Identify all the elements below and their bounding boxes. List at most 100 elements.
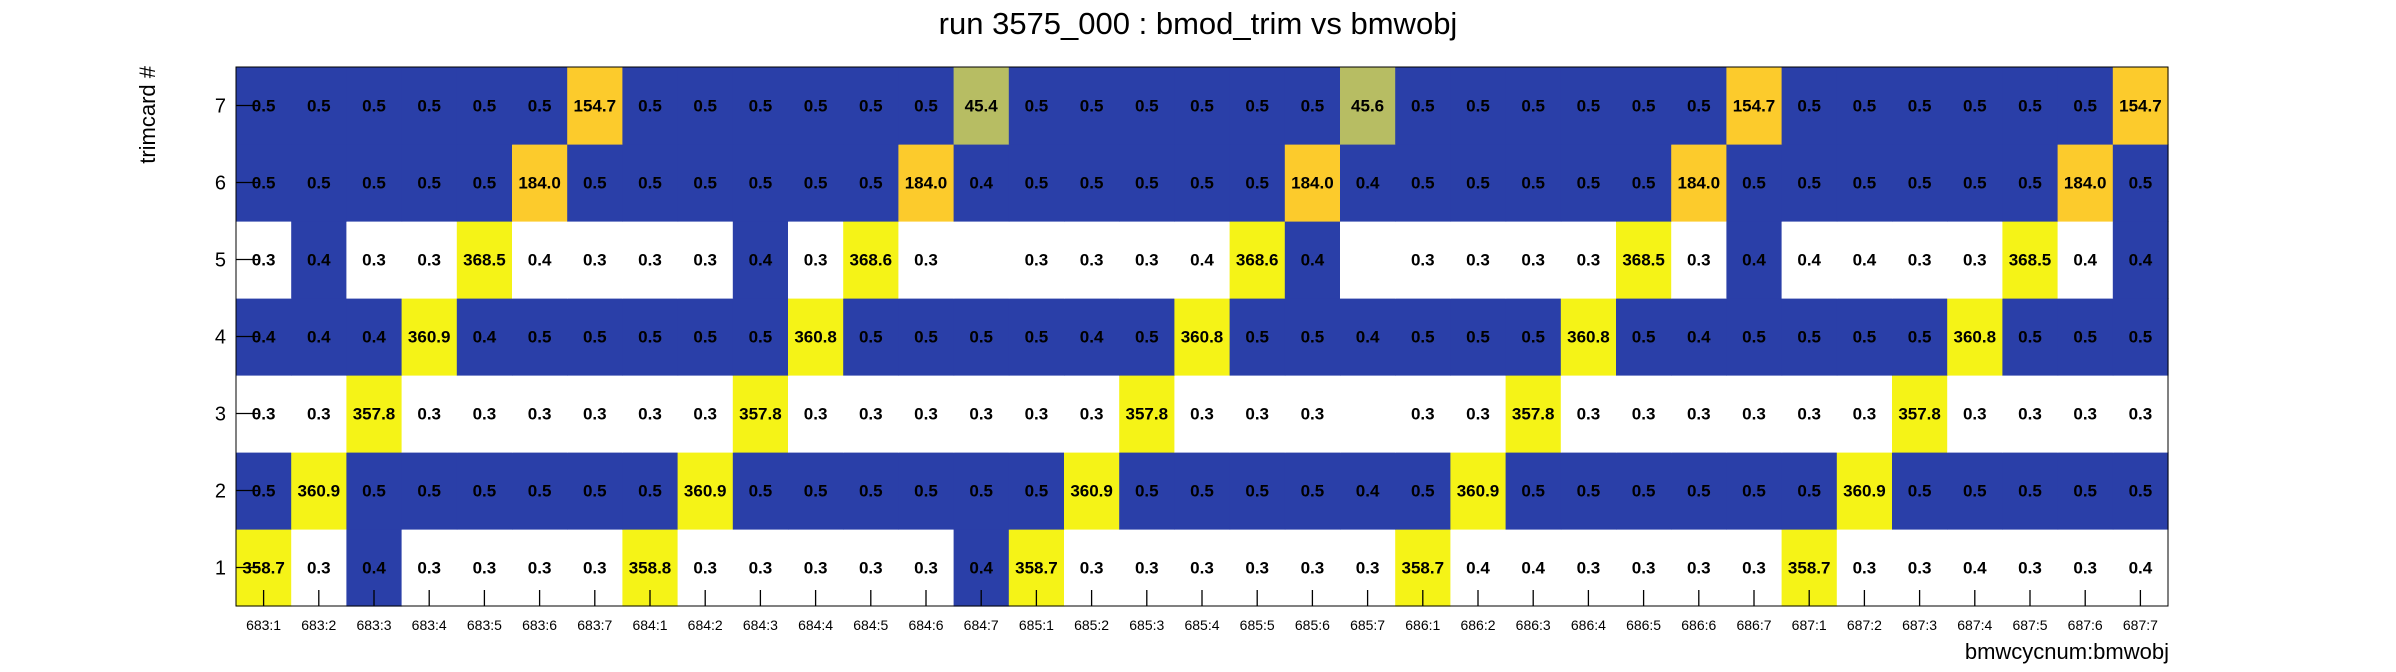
heatmap-cell <box>898 452 955 530</box>
x-tick-label: 685:7 <box>1350 617 1385 633</box>
cell-value-label: 0.4 <box>528 251 552 270</box>
heatmap-cell <box>1340 452 1396 530</box>
heatmap-cell <box>2112 221 2169 299</box>
heatmap-cell <box>1119 221 1175 299</box>
cell-value-label: 0.5 <box>859 174 883 193</box>
heatmap-cell <box>1340 67 1396 145</box>
heatmap-cell <box>2057 67 2114 145</box>
cell-value-label: 0.5 <box>1466 328 1490 347</box>
x-tick-label: 686:6 <box>1681 617 1716 633</box>
cell-value-label: 0.5 <box>1190 482 1214 501</box>
cell-value-label: 0.4 <box>1356 174 1380 193</box>
cell-value-label: 360.9 <box>1457 482 1500 501</box>
cell-value-label: 0.3 <box>417 251 441 270</box>
cell-value-label: 0.3 <box>1080 405 1104 424</box>
cell-value-label: 0.4 <box>2073 251 2097 270</box>
heatmap-cell <box>1947 298 2003 376</box>
heatmap-cell <box>622 298 679 376</box>
heatmap-cell <box>843 144 899 222</box>
heatmap-cell <box>401 298 458 376</box>
heatmap-cell <box>2112 375 2169 453</box>
heatmap-cell <box>1008 375 1065 453</box>
cell-value-label: 0.3 <box>1577 559 1601 578</box>
x-tick-label: 683:4 <box>412 617 447 633</box>
heatmap-cell <box>1836 67 1893 145</box>
heatmap-cell <box>1395 221 1451 299</box>
chart-title: run 3575_000 : bmod_trim vs bmwobj <box>939 6 1458 41</box>
heatmap-cell <box>291 67 347 145</box>
cell-value-label: 0.5 <box>1963 97 1987 116</box>
cell-value-label: 0.3 <box>528 405 552 424</box>
cell-value-label: 360.8 <box>794 328 837 347</box>
cell-value-label: 0.4 <box>473 328 497 347</box>
cell-value-label: 368.5 <box>2009 251 2052 270</box>
cell-value-label: 0.3 <box>1908 251 1932 270</box>
heatmap-cell <box>2002 298 2059 376</box>
heatmap-cell <box>512 298 568 376</box>
heatmap-cell <box>953 298 1010 376</box>
x-tick-label: 683:3 <box>356 617 391 633</box>
heatmap-cell <box>732 144 789 222</box>
heatmap-cell <box>1008 221 1065 299</box>
heatmap-cell <box>456 452 513 530</box>
cell-value-label: 0.5 <box>362 174 386 193</box>
heatmap-cell <box>1892 67 1948 145</box>
heatmap-cell <box>1395 67 1451 145</box>
cell-value-label: 0.5 <box>1632 97 1656 116</box>
heatmap-cell <box>1064 452 1120 530</box>
x-tick-label: 686:7 <box>1736 617 1771 633</box>
cell-value-label: 360.9 <box>684 482 727 501</box>
cell-value-label: 0.5 <box>638 328 662 347</box>
cell-value-label: 0.4 <box>1190 251 1214 270</box>
heatmap-cell <box>2057 221 2114 299</box>
cell-value-label: 358.7 <box>1015 559 1058 578</box>
heatmap-cell <box>1781 298 1838 376</box>
cell-value-label: 184.0 <box>1291 174 1334 193</box>
heatmap-cell <box>401 67 458 145</box>
heatmap-cell <box>1174 144 1231 222</box>
heatmap-cell <box>512 67 568 145</box>
heatmap-cell <box>346 298 403 376</box>
heatmap-cell <box>291 375 347 453</box>
heatmap-cell <box>1174 221 1231 299</box>
x-tick-label: 683:6 <box>522 617 557 633</box>
cell-value-label: 0.5 <box>528 482 552 501</box>
cell-value-label: 0.3 <box>693 405 717 424</box>
heatmap-cell <box>1726 221 1783 299</box>
cell-value-label: 0.5 <box>859 97 883 116</box>
heatmap-cell <box>1560 221 1617 299</box>
cell-value-label: 0.3 <box>417 559 441 578</box>
heatmap-cell <box>1671 144 1727 222</box>
cell-value-label: 0.5 <box>914 97 938 116</box>
cell-value-label: 0.3 <box>749 559 773 578</box>
heatmap-cell <box>1340 375 1396 453</box>
heatmap-cell <box>1560 375 1617 453</box>
heatmap-cell <box>1395 144 1451 222</box>
cell-value-label: 0.5 <box>1632 328 1656 347</box>
heatmap-cell <box>1229 452 1286 530</box>
cell-value-label: 0.5 <box>1301 482 1325 501</box>
heatmap-cell <box>953 67 1010 145</box>
heatmap-cell <box>1892 221 1948 299</box>
cell-value-label: 0.5 <box>1190 174 1214 193</box>
heatmap-cell <box>2057 298 2114 376</box>
cell-value-label: 0.5 <box>1411 482 1435 501</box>
heatmap-cell <box>1340 221 1396 299</box>
heatmap-cell <box>1008 67 1065 145</box>
heatmap-cell <box>291 144 347 222</box>
cell-value-label: 0.3 <box>1356 559 1380 578</box>
x-tick-label: 687:7 <box>2123 617 2158 633</box>
cell-value-label: 358.7 <box>1788 559 1831 578</box>
cell-value-label: 0.5 <box>2129 174 2153 193</box>
cell-value-label: 0.5 <box>583 174 607 193</box>
cell-value-label: 0.4 <box>969 559 993 578</box>
cell-value-label: 0.3 <box>583 405 607 424</box>
heatmap-axes: 1 2 3 4 5 6 7 683:1 683:2 683:3 683:4 683:5 683:6 683… <box>215 66 2169 633</box>
cell-value-label: 0.5 <box>1080 174 1104 193</box>
heatmap-cell <box>788 144 844 222</box>
cell-value-label: 0.5 <box>1963 482 1987 501</box>
heatmap-cell <box>677 221 734 299</box>
cell-value-label: 0.5 <box>804 174 828 193</box>
x-tick-label: 687:5 <box>2012 617 2047 633</box>
cell-value-label: 0.3 <box>2129 405 2153 424</box>
